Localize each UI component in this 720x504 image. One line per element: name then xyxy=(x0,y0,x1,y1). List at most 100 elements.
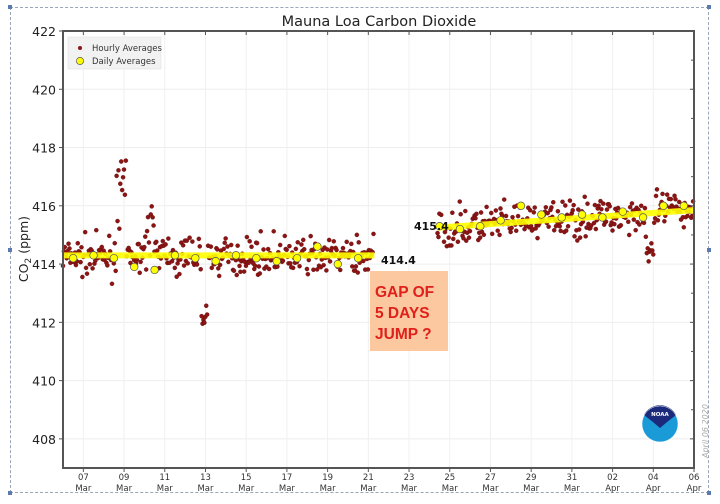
hourly-point xyxy=(321,262,326,268)
chart-title: Mauna Loa Carbon Dioxide xyxy=(282,14,477,30)
hourly-point xyxy=(676,199,682,205)
daily-point xyxy=(89,251,98,260)
hourly-point xyxy=(501,197,507,202)
x-tick-label-month: Mar xyxy=(523,484,540,494)
hourly-point xyxy=(256,264,262,269)
hourly-point xyxy=(458,211,463,217)
hourly-point xyxy=(66,241,71,246)
hourly-point xyxy=(252,263,258,269)
trend-label-after-gap: 415.4 xyxy=(414,220,449,233)
hourly-point xyxy=(115,218,120,224)
hourly-point xyxy=(592,202,598,208)
hourly-point xyxy=(371,231,376,237)
resize-handle-bottom-left[interactable] xyxy=(8,491,12,495)
legend-daily-label: Daily Averages xyxy=(92,57,156,67)
x-tick-label-month: Mar xyxy=(197,484,214,494)
daily-point xyxy=(435,222,444,231)
hourly-point xyxy=(288,261,293,266)
hourly-point xyxy=(627,204,633,210)
hourly-point xyxy=(457,199,463,204)
y-tick-label: 422 xyxy=(32,24,56,39)
hourly-point xyxy=(145,214,151,220)
hourly-point xyxy=(299,242,304,247)
hourly-point xyxy=(664,192,670,197)
gap-callout: GAP OF 5 DAYS JUMP ? xyxy=(370,271,448,351)
hourly-point xyxy=(354,232,360,238)
hourly-point xyxy=(585,201,590,206)
hourly-point xyxy=(543,205,549,210)
hourly-point xyxy=(187,235,192,240)
daily-point xyxy=(292,254,302,263)
hourly-point xyxy=(365,267,371,272)
hourly-point xyxy=(314,267,320,272)
hourly-point xyxy=(331,239,337,244)
hourly-point xyxy=(344,239,349,245)
hourly-point xyxy=(651,220,657,225)
hourly-point xyxy=(601,201,606,206)
hourly-point xyxy=(261,247,266,252)
hourly-point xyxy=(301,246,307,252)
daily-series xyxy=(69,201,688,275)
hourly-point xyxy=(118,159,124,164)
x-tick-label-day: 31 xyxy=(566,473,577,483)
resize-handle-top-left[interactable] xyxy=(8,5,12,9)
hourly-point xyxy=(631,217,637,222)
hourly-point xyxy=(572,234,577,239)
hourly-point xyxy=(208,244,214,249)
hourly-point xyxy=(650,248,655,253)
hourly-point xyxy=(235,243,240,248)
hourly-point xyxy=(629,201,635,206)
hourly-point xyxy=(535,235,540,241)
hourly-point xyxy=(503,213,509,219)
hourly-point xyxy=(642,205,648,211)
x-tick-label-day: 27 xyxy=(485,473,496,483)
y-tick-label: 412 xyxy=(32,315,56,330)
y-tick-label: 418 xyxy=(32,141,56,156)
hourly-point xyxy=(466,235,472,240)
hourly-point xyxy=(593,226,599,232)
hourly-point xyxy=(199,313,204,319)
hourly-point xyxy=(241,269,247,274)
resize-handle-right[interactable] xyxy=(707,248,711,252)
hourly-point xyxy=(685,213,690,219)
resize-handle-left[interactable] xyxy=(8,248,12,252)
hourly-point xyxy=(231,268,237,273)
x-tick-label-day: 19 xyxy=(322,473,333,483)
hourly-point xyxy=(154,239,159,245)
x-tick-label-day: 02 xyxy=(607,473,618,483)
hourly-point xyxy=(591,220,597,226)
hourly-point xyxy=(144,228,150,234)
hourly-point xyxy=(258,229,264,234)
hourly-point xyxy=(618,223,624,228)
daily-point xyxy=(170,251,180,260)
hourly-point xyxy=(244,234,250,240)
hourly-point xyxy=(266,266,272,272)
hourly-point xyxy=(571,202,576,208)
resize-handle-bottom-right[interactable] xyxy=(707,491,711,495)
hourly-point xyxy=(293,246,299,252)
x-tick-label-day: 07 xyxy=(78,473,89,483)
daily-point xyxy=(130,262,139,272)
hourly-point xyxy=(166,236,171,241)
hourly-point xyxy=(80,274,85,280)
hourly-point xyxy=(673,196,678,202)
hourly-point xyxy=(197,244,203,249)
hourly-point xyxy=(228,242,234,248)
hourly-point xyxy=(67,246,72,251)
hourly-point xyxy=(612,221,617,227)
hourly-point xyxy=(249,244,254,250)
hourly-point xyxy=(649,241,654,246)
hourly-point xyxy=(565,224,571,229)
hourly-point xyxy=(184,238,190,243)
hourly-point xyxy=(142,234,148,239)
hourly-point xyxy=(660,191,665,197)
hourly-point xyxy=(555,209,561,214)
daily-point xyxy=(659,201,668,210)
x-tick-label-month: Mar xyxy=(564,484,581,494)
hourly-point xyxy=(254,240,260,246)
resize-handle-top-right[interactable] xyxy=(707,5,711,9)
daily-point xyxy=(679,201,688,210)
hourly-point xyxy=(287,243,292,249)
hourly-point xyxy=(223,236,228,241)
